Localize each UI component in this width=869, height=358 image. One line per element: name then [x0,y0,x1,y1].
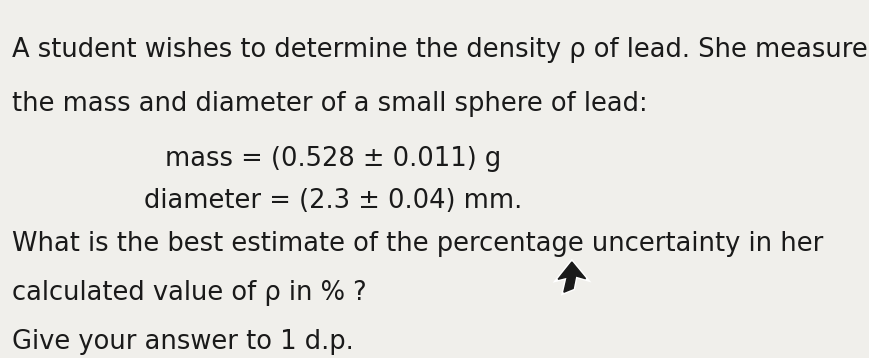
Text: diameter = (2.3 ± 0.04) mm.: diameter = (2.3 ± 0.04) mm. [144,188,522,214]
Text: Give your answer to 1 d.p.: Give your answer to 1 d.p. [12,329,354,355]
Text: the mass and diameter of a small sphere of lead:: the mass and diameter of a small sphere … [12,91,647,117]
Polygon shape [557,262,585,292]
Polygon shape [557,262,585,292]
Text: What is the best estimate of the percentage uncertainty in her: What is the best estimate of the percent… [12,231,822,257]
Text: A student wishes to determine the density ρ of lead. She measures: A student wishes to determine the densit… [12,37,869,63]
Text: calculated value of ρ in % ?: calculated value of ρ in % ? [12,280,366,306]
Text: mass = (0.528 ± 0.011) g: mass = (0.528 ± 0.011) g [165,146,501,172]
